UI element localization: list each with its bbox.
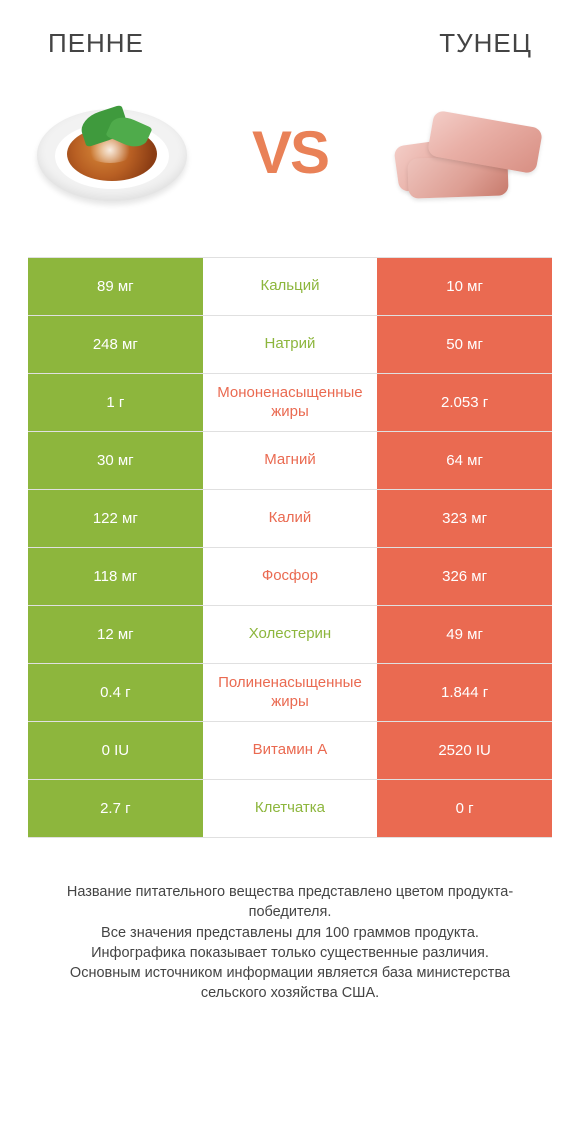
table-row: 118 мгФосфор326 мг <box>28 547 552 605</box>
value-right: 1.844 г <box>377 664 552 721</box>
title-right: ТУНЕЦ <box>290 28 552 59</box>
value-left: 122 мг <box>28 490 203 547</box>
value-left: 248 мг <box>28 316 203 373</box>
value-right: 2.053 г <box>377 374 552 431</box>
table-row: 89 мгКальций10 мг <box>28 257 552 315</box>
nutrient-label: Магний <box>203 432 378 489</box>
nutrient-label: Мононенасыщенные жиры <box>203 374 378 431</box>
footnote: Название питательного вещества представл… <box>28 882 552 1004</box>
value-right: 0 г <box>377 780 552 837</box>
nutrient-label: Клетчатка <box>203 780 378 837</box>
nutrient-label: Холестерин <box>203 606 378 663</box>
value-right: 49 мг <box>377 606 552 663</box>
vs-label: VS <box>252 118 328 187</box>
value-left: 2.7 г <box>28 780 203 837</box>
table-row: 12 мгХолестерин49 мг <box>28 605 552 663</box>
value-right: 2520 IU <box>377 722 552 779</box>
comparison-table: 89 мгКальций10 мг248 мгНатрий50 мг1 гМон… <box>28 257 552 838</box>
value-right: 326 мг <box>377 548 552 605</box>
nutrient-label: Калий <box>203 490 378 547</box>
value-left: 1 г <box>28 374 203 431</box>
value-right: 50 мг <box>377 316 552 373</box>
title-left: ПЕННЕ <box>28 28 290 59</box>
table-row: 0 IUВитамин A2520 IU <box>28 721 552 779</box>
value-right: 323 мг <box>377 490 552 547</box>
table-row: 30 мгМагний64 мг <box>28 431 552 489</box>
value-left: 118 мг <box>28 548 203 605</box>
nutrient-label: Натрий <box>203 316 378 373</box>
food-image-right <box>388 87 548 217</box>
value-right: 64 мг <box>377 432 552 489</box>
value-left: 0.4 г <box>28 664 203 721</box>
value-left: 0 IU <box>28 722 203 779</box>
nutrient-label: Фосфор <box>203 548 378 605</box>
value-left: 89 мг <box>28 258 203 315</box>
table-row: 122 мгКалий323 мг <box>28 489 552 547</box>
infographic-card: ПЕННЕ ТУНЕЦ VS 89 мгКальций10 мг248 мгНа… <box>0 0 580 1024</box>
titles-row: ПЕННЕ ТУНЕЦ <box>28 28 552 59</box>
nutrient-label: Полиненасыщенные жиры <box>203 664 378 721</box>
food-image-left <box>32 87 192 217</box>
value-left: 12 мг <box>28 606 203 663</box>
table-row: 248 мгНатрий50 мг <box>28 315 552 373</box>
table-row: 1 гМононенасыщенные жиры2.053 г <box>28 373 552 431</box>
value-left: 30 мг <box>28 432 203 489</box>
value-right: 10 мг <box>377 258 552 315</box>
table-row: 2.7 гКлетчатка0 г <box>28 779 552 837</box>
nutrient-label: Кальций <box>203 258 378 315</box>
table-row: 0.4 гПолиненасыщенные жиры1.844 г <box>28 663 552 721</box>
vs-row: VS <box>28 87 552 217</box>
nutrient-label: Витамин A <box>203 722 378 779</box>
